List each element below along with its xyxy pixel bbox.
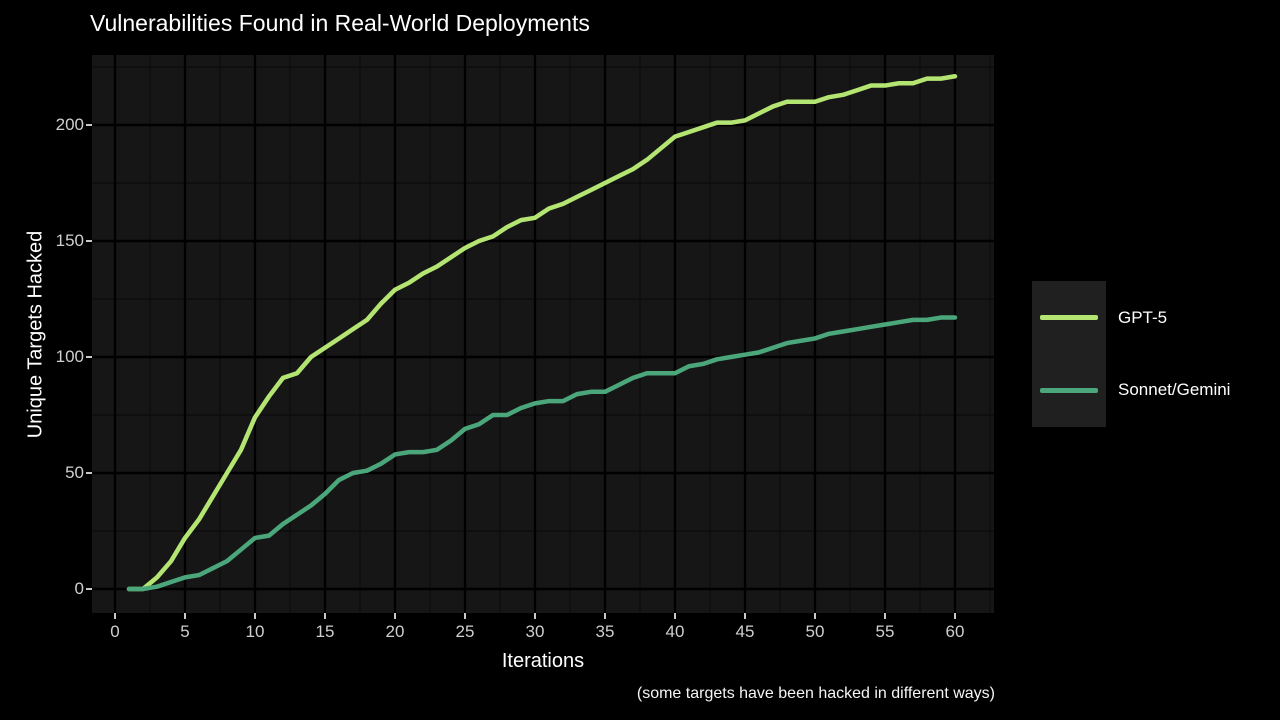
y-tick-mark [86, 472, 92, 474]
y-tick-label: 100 [55, 347, 84, 366]
y-tick-mark [86, 588, 92, 590]
legend-key-gpt5 [1032, 281, 1106, 354]
y-tick-label: 0 [74, 579, 84, 598]
x-tick-label: 20 [385, 622, 405, 641]
x-tick-label: 50 [805, 622, 825, 641]
x-tick-label: 60 [945, 622, 965, 641]
chart-caption: (some targets have been hacked in differ… [636, 685, 995, 702]
x-tick-mark [674, 613, 676, 619]
x-tick-label: 0 [110, 622, 120, 641]
y-tick-mark [86, 240, 92, 242]
x-tick-label: 15 [315, 622, 335, 641]
x-axis-title: Iterations [501, 650, 585, 672]
x-tick-mark [744, 613, 746, 619]
plot-panel [92, 55, 994, 613]
y-tick-label: 200 [55, 115, 84, 134]
x-tick-label: 35 [595, 622, 615, 641]
x-tick-mark [954, 613, 956, 619]
series-line-sonnet-gemini [126, 315, 958, 592]
series-line-gpt-5 [126, 74, 958, 592]
x-tick-mark [604, 613, 606, 619]
x-tick-label: 40 [665, 622, 685, 641]
x-tick-mark [324, 613, 326, 619]
x-tick-mark [254, 613, 256, 619]
x-tick-mark [184, 613, 186, 619]
y-tick-label: 50 [65, 463, 84, 482]
sonnet-line-swatch [1040, 388, 1098, 393]
y-tick-mark [86, 356, 92, 358]
x-tick-label: 55 [875, 622, 895, 641]
y-tick-mark [86, 124, 92, 126]
x-tick-mark [884, 613, 886, 619]
x-tick-mark [114, 613, 116, 619]
legend-label-gpt5: GPT-5 [1118, 308, 1168, 327]
x-tick-label: 45 [735, 622, 755, 641]
x-tick-mark [814, 613, 816, 619]
gpt5-line-swatch [1040, 315, 1098, 320]
legend-key-sonnet [1032, 354, 1106, 427]
x-tick-label: 10 [245, 622, 265, 641]
x-tick-label: 5 [180, 622, 190, 641]
x-tick-mark [394, 613, 396, 619]
x-tick-mark [534, 613, 536, 619]
x-tick-label: 25 [455, 622, 475, 641]
legend-key-box [1032, 281, 1106, 427]
x-tick-label: 30 [525, 622, 545, 641]
legend-label-sonnet: Sonnet/Gemini [1118, 380, 1231, 399]
y-tick-label: 150 [55, 231, 84, 250]
y-axis-title: Unique Targets Hacked [24, 230, 47, 439]
chart-title: Vulnerabilities Found in Real-World Depl… [90, 10, 590, 36]
x-tick-mark [464, 613, 466, 619]
panel-background [92, 55, 994, 613]
